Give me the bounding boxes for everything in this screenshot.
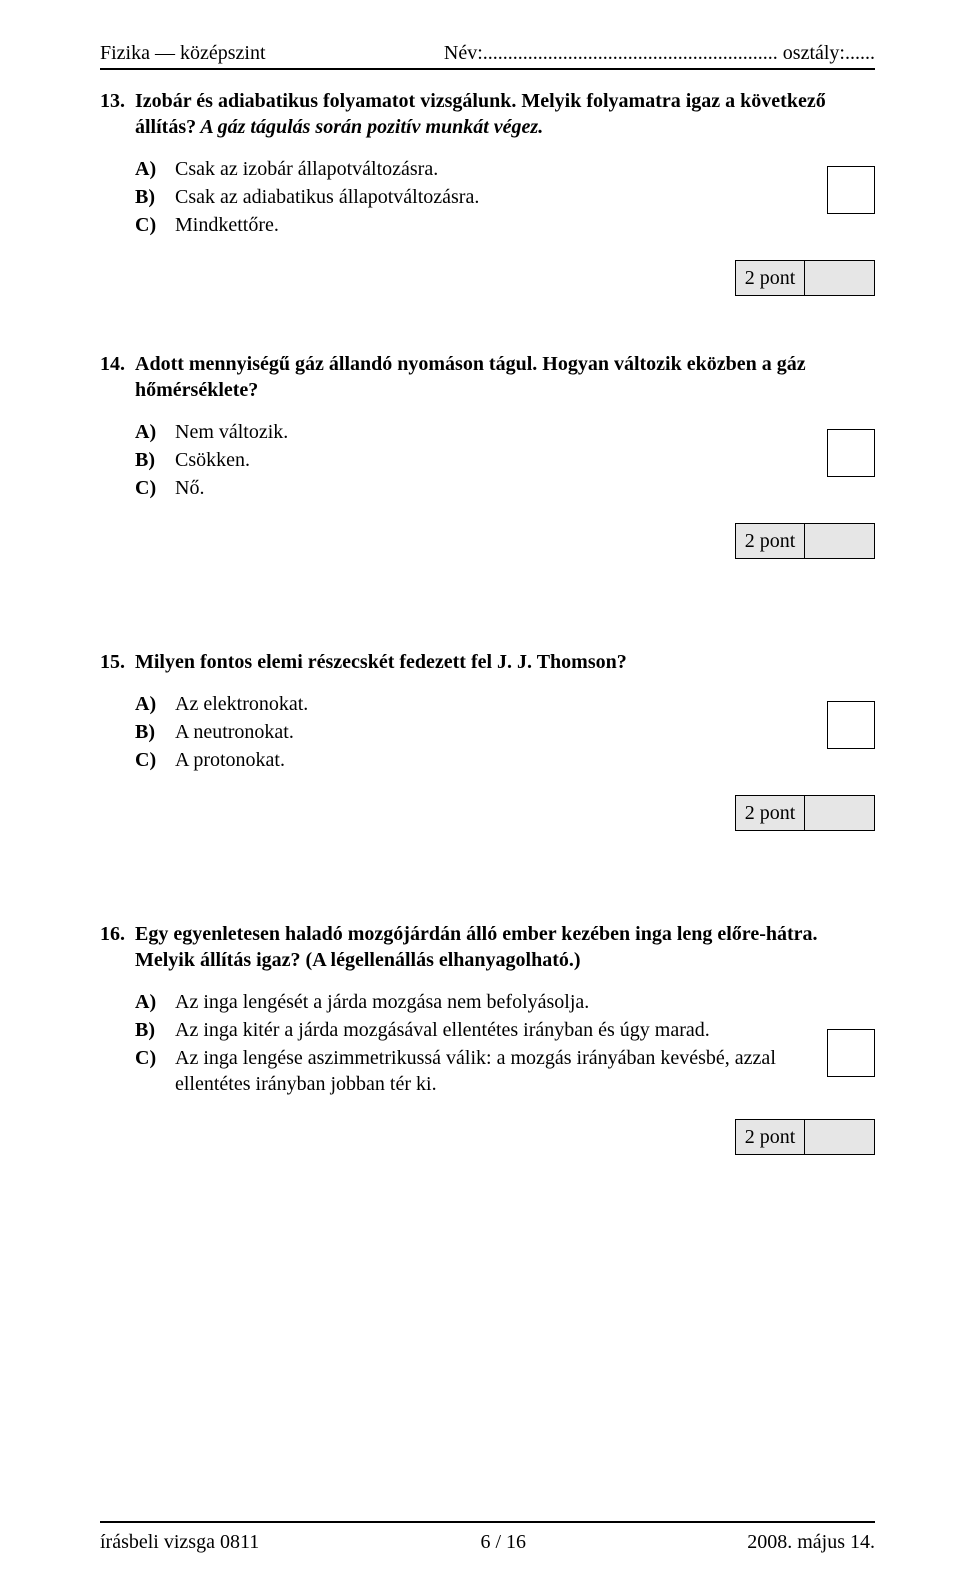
option-text: Csökken. [175, 447, 807, 473]
option-label: C) [135, 1045, 175, 1097]
question-text: 14. Adott mennyiségű gáz állandó nyomáso… [100, 351, 875, 403]
option-text: Csak az adiabatikus állapotváltozásra. [175, 184, 807, 210]
points-score-box[interactable] [805, 523, 875, 559]
option-text: Mindkettőre. [175, 212, 807, 238]
footer-left: írásbeli vizsga 0811 [100, 1529, 259, 1555]
option-row: A) Csak az izobár állapotváltozásra. [135, 156, 807, 182]
points-label: 2 pont [735, 260, 805, 296]
header-subject: Fizika — középszint [100, 40, 266, 66]
question-body: Milyen fontos elemi részecskét fedezett … [135, 649, 875, 675]
points-label: 2 pont [735, 795, 805, 831]
option-row: B) A neutronokat. [135, 719, 807, 745]
option-row: A) Az elektronokat. [135, 691, 807, 717]
option-row: A) Az inga lengését a járda mozgása nem … [135, 989, 807, 1015]
question-main: Milyen fontos elemi részecskét fedezett … [135, 651, 627, 673]
question-text: 16. Egy egyenletesen haladó mozgójárdán … [100, 921, 875, 973]
points-label: 2 pont [735, 1119, 805, 1155]
option-label: C) [135, 747, 175, 773]
question-body: Adott mennyiségű gáz állandó nyomáson tá… [135, 351, 875, 403]
options-wrap: A) Az inga lengését a járda mozgása nem … [100, 989, 875, 1099]
points-score-box[interactable] [805, 1119, 875, 1155]
footer-row: írásbeli vizsga 0811 6 / 16 2008. május … [100, 1523, 875, 1555]
option-text: Az inga lengését a járda mozgása nem bef… [175, 989, 807, 1015]
options-list: A) Az elektronokat. B) A neutronokat. C)… [100, 691, 807, 775]
points-row: 2 pont [100, 1119, 875, 1155]
question-main: Adott mennyiségű gáz állandó nyomáson tá… [135, 353, 806, 401]
option-label: B) [135, 184, 175, 210]
option-row: C) A protonokat. [135, 747, 807, 773]
option-text: Csak az izobár állapotváltozásra. [175, 156, 807, 182]
options-wrap: A) Nem változik. B) Csökken. C) Nő. [100, 419, 875, 503]
question-number: 13. [100, 88, 135, 140]
option-label: B) [135, 447, 175, 473]
answer-box[interactable] [827, 429, 875, 477]
option-row: B) Az inga kitér a járda mozgásával elle… [135, 1017, 807, 1043]
exam-page: Fizika — középszint Név:................… [0, 0, 960, 1593]
header-separator [100, 68, 875, 70]
option-text: A neutronokat. [175, 719, 807, 745]
option-row: B) Csökken. [135, 447, 807, 473]
points-score-box[interactable] [805, 795, 875, 831]
points-label: 2 pont [735, 523, 805, 559]
question-number: 14. [100, 351, 135, 403]
option-label: C) [135, 212, 175, 238]
question-text: 15. Milyen fontos elemi részecskét fedez… [100, 649, 875, 675]
option-text: Nő. [175, 475, 807, 501]
option-row: C) Az inga lengése aszimmetrikussá válik… [135, 1045, 807, 1097]
options-wrap: A) Az elektronokat. B) A neutronokat. C)… [100, 691, 875, 775]
option-label: B) [135, 719, 175, 745]
name-label: Név: [444, 42, 483, 64]
question-15: 15. Milyen fontos elemi részecskét fedez… [100, 649, 875, 831]
question-body: Egy egyenletesen haladó mozgójárdán álló… [135, 921, 875, 973]
name-dots: ........................................… [483, 42, 778, 64]
question-16: 16. Egy egyenletesen haladó mozgójárdán … [100, 921, 875, 1155]
option-text: Az inga kitér a járda mozgásával ellenté… [175, 1017, 807, 1043]
option-row: B) Csak az adiabatikus állapotváltozásra… [135, 184, 807, 210]
options-list: A) Csak az izobár állapotváltozásra. B) … [100, 156, 807, 240]
option-label: A) [135, 691, 175, 717]
option-label: B) [135, 1017, 175, 1043]
option-label: C) [135, 475, 175, 501]
points-row: 2 pont [100, 795, 875, 831]
answer-box[interactable] [827, 166, 875, 214]
option-label: A) [135, 419, 175, 445]
footer-right: 2008. május 14. [747, 1529, 875, 1555]
option-label: A) [135, 989, 175, 1015]
points-row: 2 pont [100, 523, 875, 559]
question-number: 16. [100, 921, 135, 973]
points-score-box[interactable] [805, 260, 875, 296]
option-text: Nem változik. [175, 419, 807, 445]
question-body: Izobár és adiabatikus folyamatot vizsgál… [135, 88, 875, 140]
page-header: Fizika — középszint Név:................… [100, 40, 875, 66]
option-row: C) Nő. [135, 475, 807, 501]
option-row: C) Mindkettőre. [135, 212, 807, 238]
option-text: Az inga lengése aszimmetrikussá válik: a… [175, 1045, 807, 1097]
class-dots: ...... [845, 42, 875, 64]
question-14: 14. Adott mennyiségű gáz állandó nyomáso… [100, 351, 875, 559]
question-text: 13. Izobár és adiabatikus folyamatot viz… [100, 88, 875, 140]
question-number: 15. [100, 649, 135, 675]
option-row: A) Nem változik. [135, 419, 807, 445]
question-main: Egy egyenletesen haladó mozgójárdán álló… [135, 923, 818, 971]
options-list: A) Az inga lengését a járda mozgása nem … [100, 989, 807, 1099]
points-row: 2 pont [100, 260, 875, 296]
footer-center: 6 / 16 [480, 1529, 526, 1555]
option-label: A) [135, 156, 175, 182]
options-wrap: A) Csak az izobár állapotváltozásra. B) … [100, 156, 875, 240]
header-name-class: Név:....................................… [444, 40, 875, 66]
option-text: A protonokat. [175, 747, 807, 773]
page-footer: írásbeli vizsga 0811 6 / 16 2008. május … [100, 1521, 875, 1555]
class-label: osztály: [783, 42, 845, 64]
question-italic: A gáz tágulás során pozitív munkát végez… [196, 116, 543, 138]
options-list: A) Nem változik. B) Csökken. C) Nő. [100, 419, 807, 503]
question-13: 13. Izobár és adiabatikus folyamatot viz… [100, 88, 875, 296]
answer-box[interactable] [827, 1029, 875, 1077]
option-text: Az elektronokat. [175, 691, 807, 717]
answer-box[interactable] [827, 701, 875, 749]
